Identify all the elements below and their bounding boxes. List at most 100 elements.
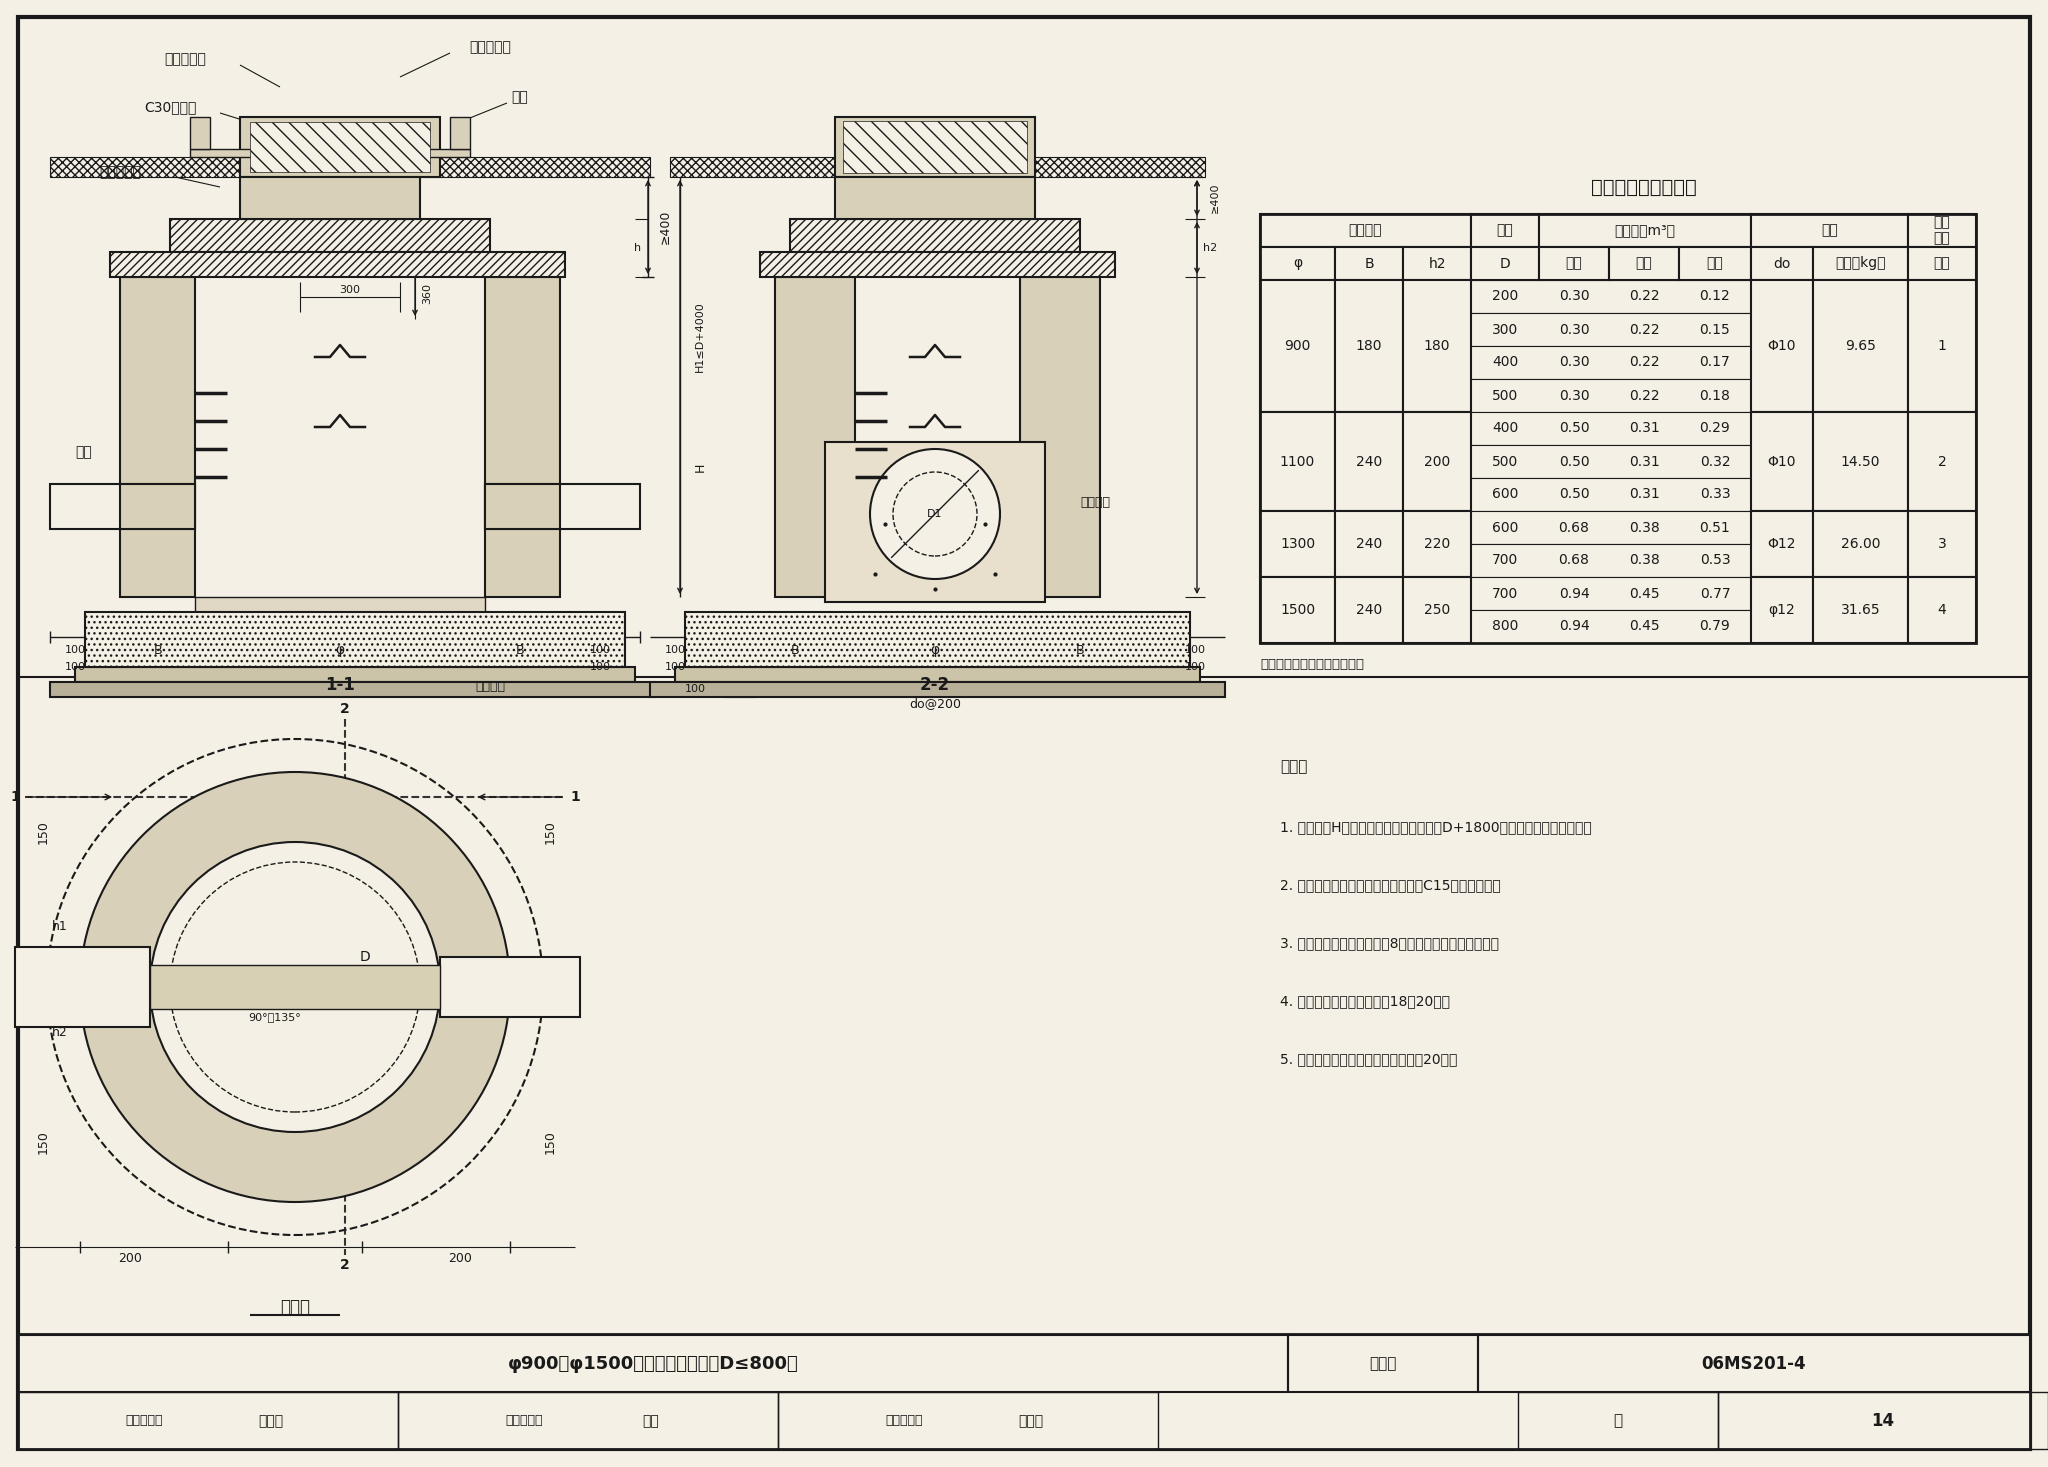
Bar (1751, 214, 1909, 246)
Bar (1909, 577, 1976, 643)
Bar (1470, 214, 1538, 246)
Bar (1909, 280, 1976, 412)
Text: 踏步: 踏步 (76, 445, 92, 459)
Bar (1610, 246, 1679, 280)
Text: 1: 1 (569, 791, 580, 804)
Text: ≥400: ≥400 (1210, 183, 1221, 213)
Text: 14: 14 (1872, 1413, 1894, 1430)
Text: 200: 200 (1491, 289, 1518, 304)
Text: 100: 100 (1184, 662, 1206, 672)
Text: 0.45: 0.45 (1628, 587, 1659, 600)
Text: 2: 2 (340, 1259, 350, 1272)
Text: 0.22: 0.22 (1628, 323, 1659, 336)
Bar (1812, 412, 1909, 511)
Bar (485, 484, 559, 530)
Text: 井室尺寸及工程量表: 井室尺寸及工程量表 (1591, 178, 1698, 197)
Text: h1: h1 (51, 920, 68, 933)
Text: B: B (1364, 257, 1374, 270)
Text: h2: h2 (1202, 244, 1217, 252)
Bar (18, 1392, 397, 1449)
Text: 说明：: 说明： (1280, 760, 1307, 775)
Bar (1260, 511, 1335, 577)
Text: 1300: 1300 (1280, 537, 1315, 552)
Text: 100: 100 (63, 662, 86, 672)
Bar (836, 117, 1034, 178)
Text: 0.38: 0.38 (1628, 521, 1659, 534)
Bar (1260, 412, 1976, 445)
Text: 500: 500 (1491, 389, 1518, 402)
Bar (49, 682, 655, 697)
Text: Φ10: Φ10 (1767, 339, 1796, 354)
Text: 3: 3 (1937, 537, 1946, 552)
Text: 700: 700 (1491, 587, 1518, 600)
Text: 0.31: 0.31 (1628, 421, 1659, 436)
Bar (1260, 280, 1335, 412)
Text: ≥400: ≥400 (659, 210, 672, 244)
Bar (1335, 412, 1403, 511)
Bar (1909, 246, 1976, 280)
Text: 240: 240 (1356, 603, 1382, 618)
Text: 200: 200 (119, 1253, 141, 1266)
Text: 200: 200 (1423, 455, 1450, 468)
Text: 4. 井壁组砌图详见本图集第18～20页。: 4. 井壁组砌图详见本图集第18～20页。 (1280, 995, 1450, 1008)
Bar (451, 117, 469, 150)
Bar (825, 442, 1044, 601)
Text: 0.50: 0.50 (1559, 421, 1589, 436)
Text: h2: h2 (51, 1025, 68, 1039)
Text: 150: 150 (37, 1130, 49, 1155)
Bar (670, 157, 1204, 178)
Text: H1≤D+4000: H1≤D+4000 (694, 302, 705, 373)
Text: 0.29: 0.29 (1700, 421, 1731, 436)
Bar (1403, 412, 1470, 511)
Bar (1751, 246, 1812, 280)
Text: 26.00: 26.00 (1841, 537, 1880, 552)
Text: φ900～φ1500圆形污水检查井（D≤800）: φ900～φ1500圆形污水检查井（D≤800） (508, 1356, 799, 1373)
Bar (1403, 246, 1470, 280)
Text: 0.17: 0.17 (1700, 355, 1731, 370)
Text: 座浆: 座浆 (512, 89, 528, 104)
Bar (649, 682, 1225, 697)
Bar (1260, 246, 1335, 280)
Bar (1403, 577, 1470, 643)
Text: 100: 100 (1184, 645, 1206, 654)
Text: 0.31: 0.31 (1628, 455, 1659, 468)
Bar (76, 667, 635, 682)
Text: 2-2: 2-2 (920, 676, 950, 694)
Text: 0.22: 0.22 (1628, 389, 1659, 402)
Bar (1751, 577, 1812, 643)
Bar (774, 277, 854, 597)
Bar (760, 252, 1114, 277)
Text: 0.30: 0.30 (1559, 323, 1589, 336)
Text: 0.31: 0.31 (1628, 487, 1659, 502)
Text: 0.30: 0.30 (1559, 289, 1589, 304)
Text: 审核陈宗明: 审核陈宗明 (125, 1414, 162, 1427)
Text: 240: 240 (1356, 455, 1382, 468)
Text: 900: 900 (1284, 339, 1311, 354)
Bar (1260, 577, 1976, 610)
Text: 180: 180 (1423, 339, 1450, 354)
Circle shape (150, 842, 440, 1133)
Text: 设计张连奎: 设计张连奎 (885, 1414, 924, 1427)
Bar (190, 117, 211, 150)
Text: 9.65: 9.65 (1845, 339, 1876, 354)
Text: do@200: do@200 (909, 697, 961, 710)
Text: 250: 250 (1423, 603, 1450, 618)
Text: h2: h2 (1427, 257, 1446, 270)
Text: 管径: 管径 (1497, 223, 1513, 238)
Text: 800: 800 (1491, 619, 1518, 634)
Text: do: do (1774, 257, 1790, 270)
Text: D1: D1 (928, 509, 942, 519)
Text: Φ12: Φ12 (1767, 537, 1796, 552)
Circle shape (80, 772, 510, 1201)
Bar (121, 484, 195, 530)
Text: 0.22: 0.22 (1628, 289, 1659, 304)
Bar (485, 484, 639, 530)
Bar (18, 1334, 2030, 1449)
Text: 3. 顶平接入支管见本图集第8页圆形排水检查井尺寸表。: 3. 顶平接入支管见本图集第8页圆形排水检查井尺寸表。 (1280, 936, 1499, 951)
Bar (150, 965, 440, 1009)
Bar (1403, 280, 1470, 412)
Text: 0.77: 0.77 (1700, 587, 1731, 600)
Text: 重量（kg）: 重量（kg） (1835, 257, 1886, 270)
Text: 平面图: 平面图 (281, 1298, 309, 1316)
Text: 编号: 编号 (1933, 257, 1950, 270)
